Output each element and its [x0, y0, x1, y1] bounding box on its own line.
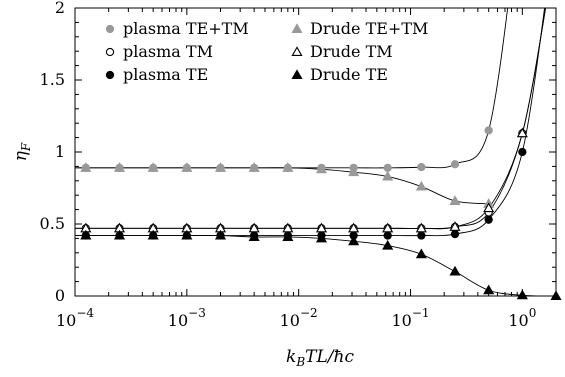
data-point: [518, 147, 527, 157]
legend-item-plasma-te: plasma TE: [105, 65, 208, 84]
legend: plasma TE+TM plasma TM plasma TE Drude TE+T…: [105, 19, 428, 84]
y-tick-label: 0.5: [40, 214, 65, 233]
data-point: [282, 231, 294, 241]
data-point: [417, 231, 426, 240]
axes: 10−4 10−3 10−2 10−1 100 0 0.5 1 1.5 2: [40, 0, 557, 330]
legend-label: Drude TM: [310, 42, 393, 61]
data-point: [450, 229, 460, 239]
data-point: [113, 162, 126, 172]
data-point: [449, 265, 461, 276]
legend-item-drude-te: Drude TE: [291, 65, 388, 84]
legend-label: plasma TE: [123, 65, 208, 84]
data-point: [449, 195, 461, 205]
legend-item-drude-tm: Drude TM: [291, 42, 393, 61]
x-tick-label: 10−1: [391, 306, 429, 330]
data-point: [417, 162, 426, 172]
data-point: [415, 248, 427, 259]
data-point: [315, 163, 328, 174]
data-point: [383, 163, 392, 172]
svg-text:ηF: ηF: [11, 142, 33, 161]
legend-item-drude-te-tm: Drude TE+TM: [291, 19, 428, 38]
legend-item-plasma-tm: plasma TM: [105, 42, 213, 61]
data-point: [415, 180, 427, 191]
legend-marker: [291, 46, 303, 56]
y-tick-label: 1.5: [40, 70, 65, 89]
data-point: [483, 202, 495, 213]
series-drude-tm: [80, 127, 528, 233]
data-point: [484, 126, 493, 135]
legend-marker: [105, 24, 115, 34]
data-point: [383, 231, 392, 240]
data-point: [484, 215, 493, 224]
fit-curve-drude-te-tm: [75, 167, 489, 205]
data-point: [147, 229, 159, 240]
svg-text:kBTL/ħc: kBTL/ħc: [286, 347, 354, 369]
data-point: [382, 239, 394, 250]
data-points: [80, 126, 562, 300]
data-point: [315, 222, 328, 233]
data-point: [147, 162, 159, 172]
x-tick-label: 10−4: [56, 306, 94, 330]
legend-marker: [105, 70, 115, 80]
x-tick-label: 10−2: [280, 306, 318, 330]
y-tick-label: 1: [55, 142, 65, 161]
legend-label: plasma TE+TM: [123, 19, 249, 38]
legend-item-plasma-te-tm: plasma TE+TM: [105, 19, 249, 38]
x-tick-label: 10−3: [168, 306, 206, 330]
data-point: [348, 166, 360, 177]
data-point: [181, 162, 193, 172]
x-tick-label: 100: [508, 306, 536, 330]
data-point: [181, 229, 193, 240]
data-point: [282, 162, 294, 172]
data-point: [415, 222, 427, 233]
data-point: [80, 229, 92, 240]
data-point: [449, 221, 461, 231]
y-axis-title: ηF: [11, 142, 33, 161]
data-point: [348, 222, 360, 233]
data-point: [80, 162, 92, 172]
y-tick-label: 2: [55, 0, 65, 17]
y-tick-label: 0: [55, 286, 65, 305]
data-point: [248, 162, 260, 172]
data-point: [450, 160, 460, 169]
data-point: [315, 232, 328, 243]
data-point: [113, 229, 126, 240]
x-axis-title: kBTL/ħc: [286, 347, 354, 369]
legend-marker: [291, 69, 303, 79]
legend-label: plasma TM: [123, 42, 213, 61]
series-drude-te: [80, 229, 562, 300]
series-drude-te-tm: [80, 162, 495, 208]
data-point: [248, 231, 260, 241]
data-point: [516, 127, 528, 138]
legend-marker: [291, 23, 303, 33]
data-point: [214, 162, 227, 172]
data-point: [214, 229, 227, 240]
data-point: [382, 222, 394, 233]
legend-label: Drude TE+TM: [310, 19, 428, 38]
legend-marker: [105, 47, 115, 57]
data-point: [382, 170, 394, 181]
fit-curve-drude-te: [75, 234, 556, 296]
legend-label: Drude TE: [310, 65, 388, 84]
series-plasma-tm: [81, 129, 527, 233]
data-point: [348, 235, 360, 246]
